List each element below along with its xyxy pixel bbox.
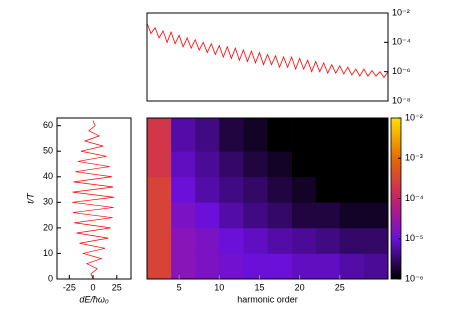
heatmap-cell: [219, 118, 244, 152]
y-tick-label: 60: [43, 120, 53, 130]
heatmap-cell: [195, 227, 220, 254]
heatmap-cell: [147, 118, 172, 152]
heatmap-cell: [363, 202, 389, 229]
heatmap-cell: [195, 202, 220, 229]
heatmap-cell: [363, 227, 389, 254]
heatmap-cell: [339, 227, 365, 254]
x-tick-label: 25: [112, 282, 122, 292]
colorbar-tick-label: 10⁻³: [405, 153, 423, 163]
y-tick-label: 30: [43, 197, 53, 207]
heatmap-cell: [315, 227, 341, 254]
heatmap-cell: [195, 253, 220, 280]
energy-trace: [72, 120, 114, 280]
heatmap-cell: [243, 151, 268, 178]
heatmap-cell: [315, 202, 341, 229]
heatmap-cell: [339, 253, 365, 280]
heatmap-cell: [243, 253, 268, 280]
heatmap-cell: [147, 227, 172, 254]
heatmap-cell: [339, 176, 365, 203]
y-tick-label: 10⁻²: [392, 7, 410, 17]
heatmap-cell: [363, 253, 389, 280]
x-axis-label: harmonic order: [237, 294, 298, 304]
heatmap-cell: [147, 202, 172, 229]
x-tick-label: 20: [295, 282, 305, 292]
plot-frame: [56, 117, 132, 280]
heatmap-cell: [243, 118, 268, 152]
heatmap-cell: [171, 151, 196, 178]
heatmap-cell: [339, 151, 365, 178]
heatmap-cell: [267, 118, 292, 152]
heatmap-cell: [267, 253, 292, 280]
heatmap-cell: [315, 118, 341, 152]
heatmap-cell: [339, 202, 365, 229]
heatmap-cell: [291, 253, 316, 280]
colorbar-tick-label: 10⁻⁶: [405, 273, 424, 283]
heatmap-cell: [267, 151, 292, 178]
colorbar-tick-label: 10⁻⁵: [405, 233, 424, 243]
y-tick-label: 10⁻⁴: [392, 37, 411, 47]
colorbar-tick-label: 10⁻²: [405, 112, 423, 122]
plot-frame: [146, 117, 389, 280]
heatmap-cell: [363, 176, 389, 203]
heatmap-cell: [219, 176, 244, 203]
heatmap-cell: [291, 176, 316, 203]
heatmap-cell: [363, 118, 389, 152]
heatmap-cell: [291, 118, 316, 152]
x-tick-label: -25: [63, 282, 76, 292]
heatmap-cell: [171, 227, 196, 254]
y-tick-label: 10: [43, 248, 53, 258]
heatmap-cell: [315, 253, 341, 280]
heatmap-cell: [195, 151, 220, 178]
heatmap-cell: [195, 176, 220, 203]
x-tick-label: 25: [335, 282, 345, 292]
heatmap-cell: [339, 118, 365, 152]
heatmap-cell: [219, 227, 244, 254]
x-tick-label: 15: [254, 282, 264, 292]
heatmap-cell: [267, 202, 292, 229]
heatmap-cell: [171, 176, 196, 203]
y-tick-label: 10⁻⁶: [392, 66, 411, 76]
heatmap-cell: [171, 253, 196, 280]
heatmap-cell: [147, 176, 172, 203]
heatmap-cell: [171, 118, 196, 152]
y-tick-label: 20: [43, 222, 53, 232]
heatmap-cell: [363, 151, 389, 178]
heatmap-cell: [195, 118, 220, 152]
colorbar-tick-label: 10⁻⁴: [405, 193, 424, 203]
y-tick-label: 0: [48, 273, 53, 283]
x-axis-label: dE/ħω₀: [79, 294, 109, 304]
y-axis-label: t/T: [25, 192, 35, 204]
x-tick-label: 0: [91, 282, 96, 292]
heatmap-cell: [267, 176, 292, 203]
x-tick-label: 10: [214, 282, 224, 292]
heatmap-cell: [243, 176, 268, 203]
heatmap-cell: [291, 227, 316, 254]
spectrum-line: [146, 23, 389, 79]
heatmap-cell: [147, 253, 172, 280]
y-tick-label: 40: [43, 171, 53, 181]
heatmap-cell: [219, 253, 244, 280]
heatmap-cell: [243, 227, 268, 254]
heatmap-cell: [243, 202, 268, 229]
x-tick-label: 5: [177, 282, 182, 292]
y-tick-label: 10⁻⁸: [392, 95, 411, 105]
heatmap-cell: [219, 202, 244, 229]
y-tick-label: 50: [43, 146, 53, 156]
heatmap-cell: [315, 151, 341, 178]
heatmap-cell: [171, 202, 196, 229]
plot-frame: [146, 12, 389, 102]
heatmap-cell: [147, 151, 172, 178]
heatmap-cell: [315, 176, 341, 203]
heatmap-cell: [267, 227, 292, 254]
heatmap-cell: [219, 151, 244, 178]
heatmap-cell: [291, 202, 316, 229]
heatmap-cell: [291, 151, 316, 178]
